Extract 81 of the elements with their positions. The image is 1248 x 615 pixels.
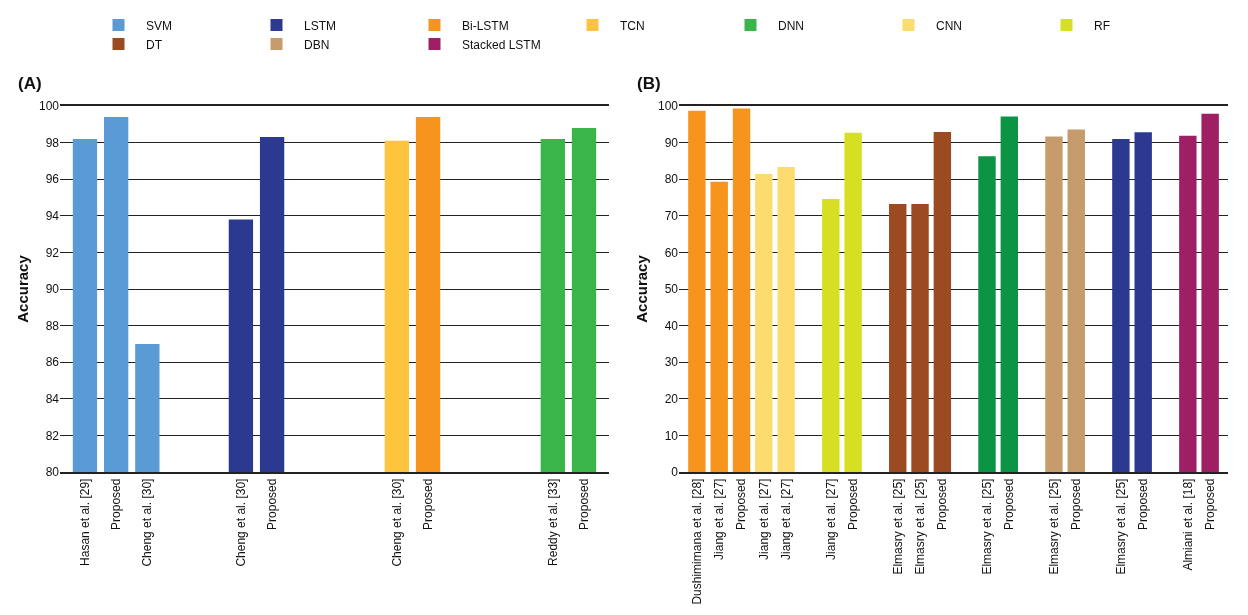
x-tick-label: Proposed xyxy=(1203,478,1218,530)
y-tick-label: 0 xyxy=(671,465,679,480)
x-tick-label: Jiang et al. [27] xyxy=(756,478,771,560)
bar xyxy=(777,167,795,472)
bar xyxy=(1045,136,1063,472)
y-tick-label: 92 xyxy=(45,245,60,260)
bar xyxy=(1000,116,1019,472)
x-tick-label: Almiani et al. [18] xyxy=(1180,478,1195,571)
x-tick-label: Proposed xyxy=(576,478,591,530)
legend-label: DBN xyxy=(304,37,330,52)
x-tick-label: Dushimimana et al. [28] xyxy=(689,478,704,605)
x-tick-label: Jiang et al. [27] xyxy=(779,478,794,560)
y-tick-label: 20 xyxy=(664,392,679,406)
legend-label: CNN xyxy=(936,18,962,33)
legend-label: RF xyxy=(1094,18,1110,33)
y-tick-label: 98 xyxy=(45,135,60,150)
legend-label: TCN xyxy=(620,18,645,33)
bar xyxy=(911,204,929,472)
bar xyxy=(1112,138,1130,472)
bar xyxy=(710,181,728,472)
x-tick-label: Elmasry et al. [25] xyxy=(890,478,905,575)
x-tick-label: Proposed xyxy=(420,478,435,530)
y-tick-label: 60 xyxy=(664,245,679,260)
x-tick-label: Elmasry et al. [25] xyxy=(1046,478,1061,575)
y-tick-label: 88 xyxy=(45,318,60,333)
x-tick-label: Proposed xyxy=(1002,478,1017,530)
y-tick-label: 50 xyxy=(664,282,679,297)
chart-title: (B) xyxy=(637,74,661,93)
y-tick-label: 80 xyxy=(664,172,679,187)
y-tick-label: 10 xyxy=(664,428,679,443)
y-tick-label: 82 xyxy=(45,428,60,443)
legend-label: DT xyxy=(146,37,163,52)
x-tick-label: Cheng et al. [30] xyxy=(233,478,248,567)
x-tick-label: Reddy et al. [33] xyxy=(545,478,560,566)
x-tick-label: Cheng et al. [30] xyxy=(389,478,404,567)
x-tick-label: Jiang et al. [27] xyxy=(712,478,727,560)
x-tick-label: Proposed xyxy=(846,478,860,530)
y-axis-title: Accuracy xyxy=(633,254,651,323)
x-tick-label: Elmasry et al. [25] xyxy=(912,478,927,575)
bar xyxy=(978,156,996,472)
y-tick-label: 84 xyxy=(45,392,60,406)
x-tick-label: Jiang et al. [27] xyxy=(823,478,838,560)
y-tick-label: 100 xyxy=(658,99,679,114)
legend-label: LSTM xyxy=(304,18,337,33)
chart-title: (A) xyxy=(18,74,42,93)
bar xyxy=(688,110,706,472)
bar xyxy=(822,198,840,472)
y-tick-label: 94 xyxy=(45,209,60,223)
bar xyxy=(1179,135,1197,472)
y-axis-title: Accuracy xyxy=(14,254,32,323)
x-tick-label: Proposed xyxy=(734,478,749,530)
legend-label: DNN xyxy=(778,18,804,33)
bar xyxy=(844,132,862,472)
x-tick-label: Proposed xyxy=(935,478,950,530)
legend-label: SVM xyxy=(146,18,173,33)
y-tick-label: 70 xyxy=(664,209,679,223)
x-tick-label: Hasan et al. [29] xyxy=(77,478,92,566)
x-tick-label: Proposed xyxy=(1069,478,1084,530)
y-tick-label: 100 xyxy=(38,99,60,114)
x-tick-label: Cheng et al. [30] xyxy=(140,478,155,567)
y-tick-label: 86 xyxy=(45,355,60,370)
y-tick-label: 30 xyxy=(664,355,679,370)
bar xyxy=(933,131,952,472)
x-tick-label: Elmasry et al. [25] xyxy=(1113,478,1128,575)
y-tick-label: 80 xyxy=(45,465,60,480)
x-tick-label: Proposed xyxy=(1136,478,1151,530)
bar xyxy=(1201,113,1219,472)
bar xyxy=(1134,132,1152,472)
y-tick-label: 90 xyxy=(664,135,679,150)
bar xyxy=(755,174,773,472)
y-tick-label: 96 xyxy=(45,172,60,187)
legend-label: Stacked LSTM xyxy=(462,37,541,52)
x-tick-label: Proposed xyxy=(265,478,279,530)
y-tick-label: 40 xyxy=(664,318,679,333)
x-tick-label: Proposed xyxy=(109,478,124,530)
y-tick-label: 90 xyxy=(45,282,60,297)
bar xyxy=(889,204,907,472)
x-tick-label: Elmasry et al. [25] xyxy=(979,478,994,575)
bar xyxy=(1067,129,1085,472)
bar xyxy=(732,108,751,472)
legend-label: Bi-LSTM xyxy=(462,18,509,33)
